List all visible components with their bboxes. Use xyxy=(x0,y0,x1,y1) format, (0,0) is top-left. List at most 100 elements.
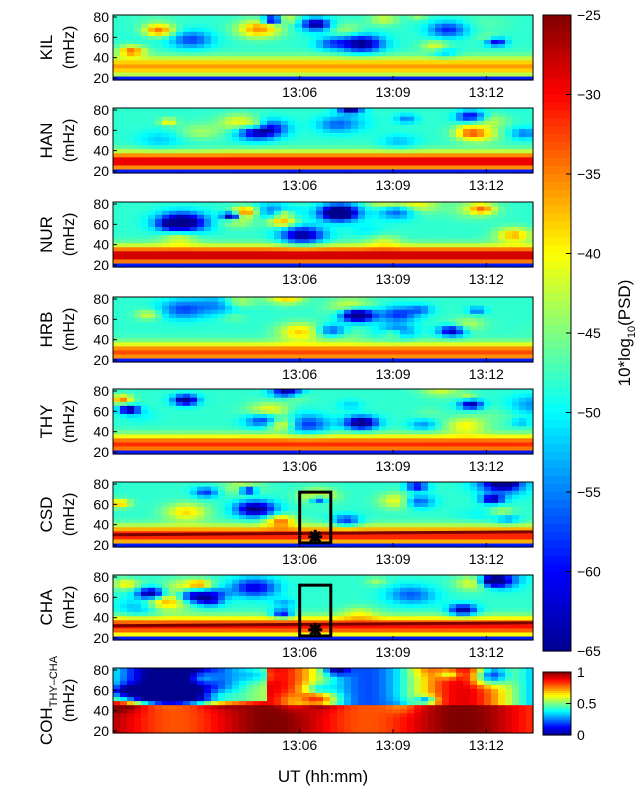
heatmap-cell xyxy=(449,59,457,65)
heatmap-cell xyxy=(477,421,485,427)
heatmap-cell xyxy=(253,313,261,318)
heatmap-cell xyxy=(267,538,275,544)
heatmap-cell xyxy=(113,321,121,327)
heatmap-cell xyxy=(505,148,513,154)
heatmap-cell xyxy=(274,437,282,443)
heatmap-cell xyxy=(344,254,352,260)
heatmap-cell xyxy=(498,445,506,451)
heatmap-cell xyxy=(148,148,156,154)
heatmap-cell xyxy=(260,218,268,223)
heatmap-cell xyxy=(211,168,219,174)
heatmap-cell xyxy=(267,250,275,256)
heatmap-cell xyxy=(470,429,478,435)
heatmap-cell xyxy=(225,389,233,394)
heatmap-cell xyxy=(302,309,310,314)
heatmap-cell xyxy=(393,542,401,548)
heatmap-cell xyxy=(323,202,331,207)
panel-unit: (mHz) xyxy=(61,308,78,352)
heatmap-cell xyxy=(498,27,506,32)
heatmap-cell xyxy=(316,234,324,240)
heatmap-cell xyxy=(414,160,422,166)
heatmap-cell xyxy=(463,254,471,260)
heatmap-cell xyxy=(393,51,401,57)
heatmap-cell xyxy=(351,112,359,117)
heatmap-cell xyxy=(526,43,534,49)
heatmap-cell xyxy=(281,210,289,215)
heatmap-cell xyxy=(176,357,184,363)
heatmap-cell xyxy=(400,317,408,322)
heatmap-cell xyxy=(344,305,352,310)
heatmap-cell xyxy=(148,152,156,158)
panel-unit: (mHz) xyxy=(61,26,78,70)
heatmap-cell xyxy=(421,333,429,339)
heatmap-cell xyxy=(309,202,317,207)
heatmap-cell xyxy=(253,401,261,406)
heatmap-cell xyxy=(225,258,233,264)
heatmap-cell xyxy=(449,116,457,121)
heatmap-cell xyxy=(512,258,520,264)
heatmap-cell xyxy=(281,116,289,121)
heatmap-cell xyxy=(365,242,373,248)
heatmap-cell xyxy=(211,230,219,236)
heatmap-cell xyxy=(162,43,170,49)
heatmap-cell xyxy=(393,345,401,351)
heatmap-cell xyxy=(526,317,534,322)
heatmap-cell xyxy=(393,144,401,150)
heatmap-cell xyxy=(379,313,387,318)
heatmap-cell xyxy=(134,238,142,244)
heatmap-cell xyxy=(134,409,142,414)
heatmap-cell xyxy=(141,27,149,32)
heatmap-cell xyxy=(239,19,247,24)
heatmap-cell xyxy=(407,210,415,215)
heatmap-cell xyxy=(435,218,443,223)
heatmap-cell xyxy=(218,35,226,40)
heatmap-cell xyxy=(288,401,296,406)
heatmap-cell xyxy=(435,309,443,314)
heatmap-cell xyxy=(351,309,359,314)
heatmap-cell xyxy=(337,202,345,207)
heatmap-cell xyxy=(162,160,170,166)
heatmap-cell xyxy=(365,116,373,121)
heatmap-cell xyxy=(435,337,443,343)
heatmap-cell xyxy=(330,168,338,174)
heatmap-cell xyxy=(400,413,408,419)
heatmap-cell xyxy=(274,250,282,256)
heatmap-cell xyxy=(379,108,387,113)
heatmap-cell xyxy=(351,401,359,406)
heatmap-cell xyxy=(505,152,513,158)
heatmap-cell xyxy=(505,409,513,414)
heatmap-cell xyxy=(526,128,534,133)
heatmap-cell xyxy=(505,433,513,439)
heatmap-cell xyxy=(505,108,513,113)
heatmap-cell xyxy=(400,337,408,343)
heatmap-cell xyxy=(211,55,219,61)
heatmap-cell xyxy=(155,35,163,40)
heatmap-cell xyxy=(302,333,310,339)
heatmap-cell xyxy=(449,297,457,302)
heatmap-cell xyxy=(253,345,261,351)
heatmap-cell xyxy=(393,47,401,53)
heatmap-cell xyxy=(260,152,268,158)
heatmap-cell xyxy=(344,15,352,20)
heatmap-cell xyxy=(449,301,457,306)
heatmap-cell xyxy=(400,238,408,244)
heatmap-cell xyxy=(351,206,359,211)
heatmap-cell xyxy=(197,31,205,36)
heatmap-cell xyxy=(477,393,485,398)
heatmap-cell xyxy=(281,39,289,45)
heatmap-cell xyxy=(225,301,233,306)
heatmap-cell xyxy=(162,210,170,215)
heatmap-cell xyxy=(456,345,464,351)
heatmap-cell xyxy=(372,226,380,232)
heatmap-cell xyxy=(421,357,429,363)
heatmap-cell xyxy=(267,413,275,419)
heatmap-cell xyxy=(400,55,408,61)
heatmap-cell xyxy=(162,445,170,451)
heatmap-cell xyxy=(358,313,366,318)
heatmap-cell xyxy=(449,75,457,81)
heatmap-cell xyxy=(393,75,401,81)
heatmap-cell xyxy=(491,393,499,398)
heatmap-cell xyxy=(351,31,359,36)
heatmap-cell xyxy=(169,234,177,240)
heatmap-cell xyxy=(155,337,163,343)
